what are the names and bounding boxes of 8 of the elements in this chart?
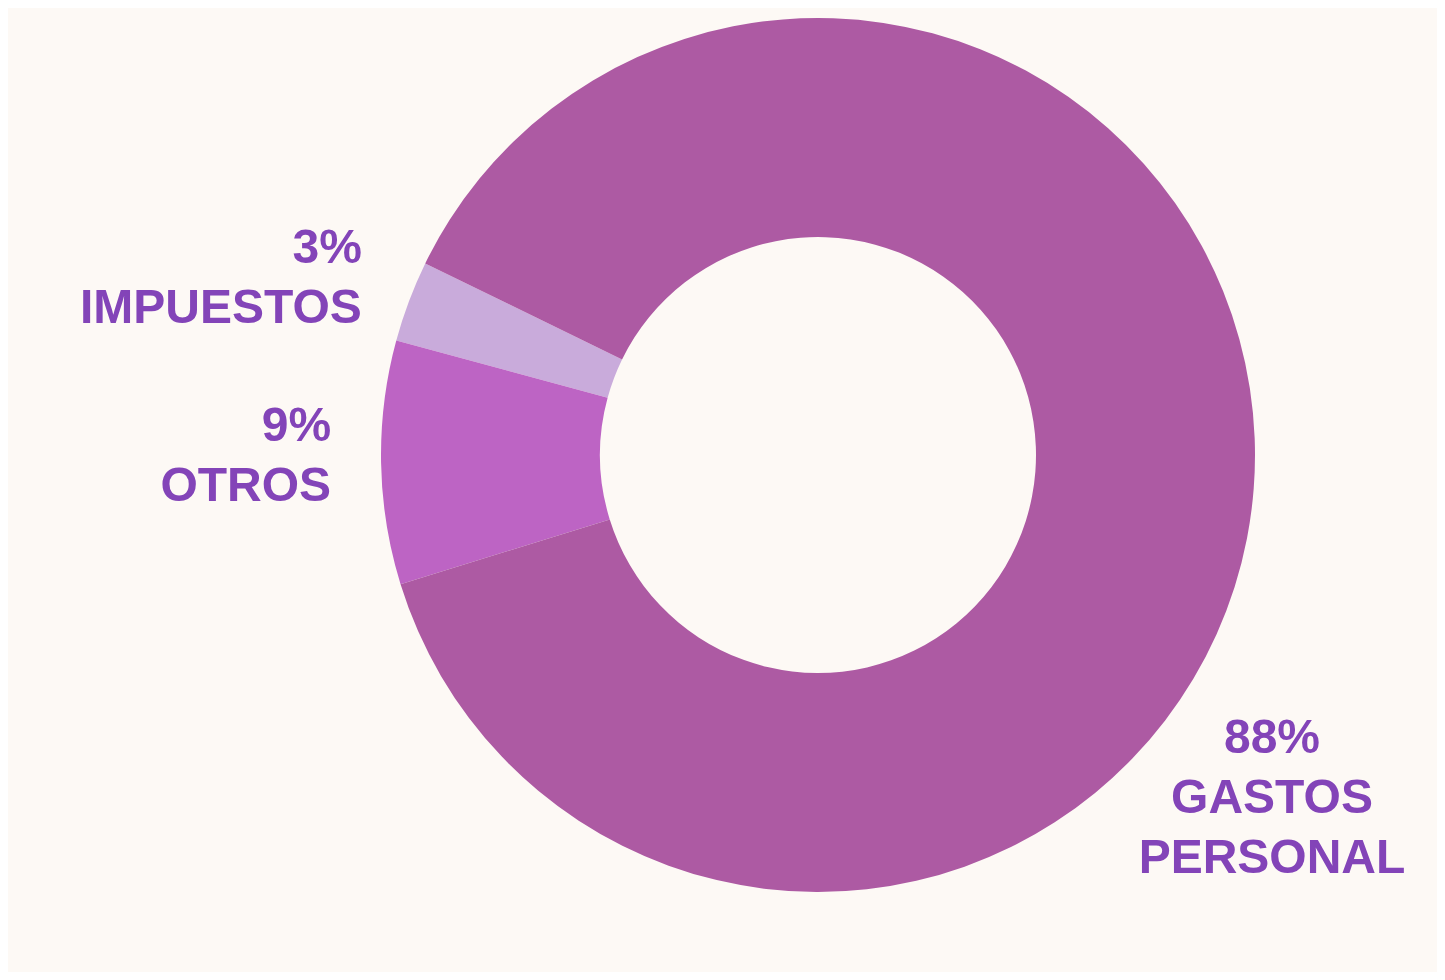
donut-slice: [381, 340, 610, 585]
data-label: 9%: [261, 398, 332, 452]
slice-label: OTROS: [160, 458, 332, 512]
donut-slice: [396, 263, 623, 398]
slice-label: GASTOS PERSONAL: [1138, 769, 1406, 883]
data-label: 3%: [292, 220, 362, 274]
data-label: 88%: [1223, 709, 1321, 763]
slice-label: IMPUESTOS: [79, 280, 362, 334]
